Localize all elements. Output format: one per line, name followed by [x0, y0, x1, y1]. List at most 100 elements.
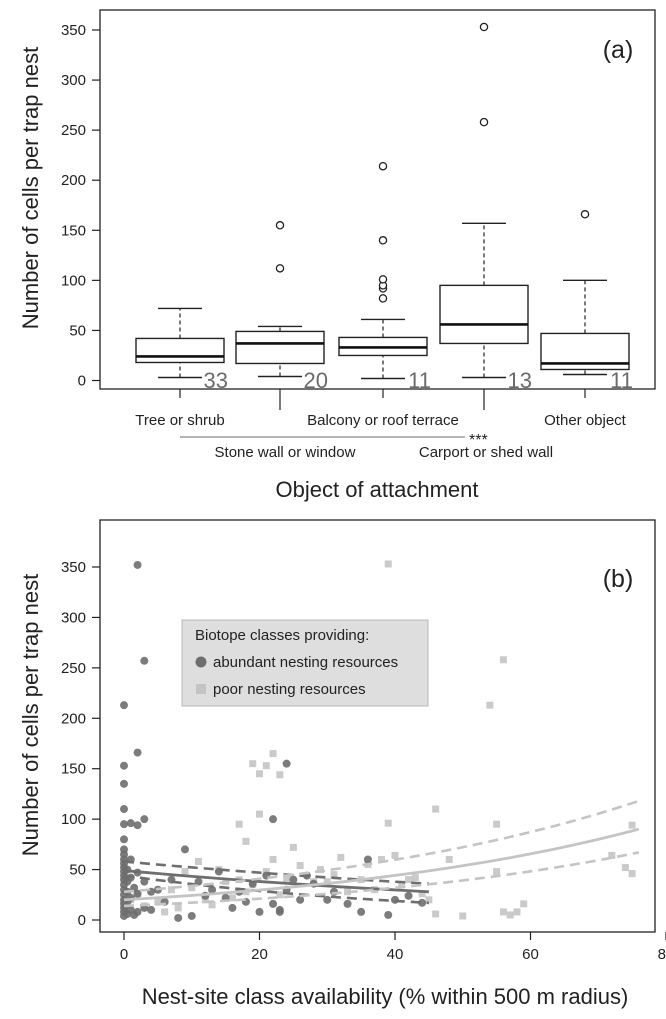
- plot-b-frame: [99, 519, 656, 933]
- box-1: [235, 221, 325, 378]
- point-poor-43: [384, 819, 392, 827]
- point-abundant-73: [323, 895, 332, 904]
- point-poor-62: [520, 900, 528, 908]
- legend-label-abundant: abundant nesting resources: [213, 654, 398, 671]
- point-poor-11: [201, 896, 209, 904]
- point-poor-15: [228, 894, 236, 902]
- point-poor-26: [269, 750, 277, 758]
- fit-lines-b: [123, 799, 640, 908]
- point-abundant-38: [133, 748, 142, 757]
- point-abundant-35: [133, 889, 142, 898]
- point-abundant-54: [208, 885, 217, 894]
- outlier-2-3: [378, 275, 388, 284]
- x-axis-a: Tree or shrub Balcony or roof terrace Othe…: [135, 389, 627, 461]
- point-poor-58: [499, 908, 507, 916]
- panel-label-b: (b): [603, 565, 634, 593]
- y-tick-label-b-2: 100: [61, 811, 86, 828]
- point-poor-9: [188, 884, 196, 892]
- y-axis-b: 0 50 100 150 200 250 300 350: [61, 559, 100, 929]
- count-labels-a: 33 20 11 13 11: [204, 368, 633, 393]
- fit-upper-0: [123, 860, 429, 885]
- point-poor-36: [330, 871, 338, 879]
- panel-label-a: (a): [603, 36, 634, 64]
- point-abundant-78: [384, 910, 393, 919]
- y-axis-label-a: Number of cells per trap nest: [18, 47, 43, 329]
- count-label-0: 33: [204, 368, 228, 393]
- y-tick-label-a-6: 300: [61, 72, 86, 89]
- point-poor-12: [208, 901, 216, 909]
- point-poor-7: [174, 904, 182, 912]
- point-poor-46: [398, 881, 406, 889]
- x-tick-label-b-1: 20: [251, 946, 268, 963]
- y-tick-label-a-7: 350: [61, 22, 86, 39]
- point-poor-45: [391, 851, 399, 859]
- point-poor-44: [384, 560, 392, 568]
- point-poor-23: [256, 810, 263, 818]
- box-iqr-1: [235, 330, 325, 365]
- fit-lower-1: [123, 851, 640, 908]
- y-tick-label-b-3: 150: [61, 761, 86, 778]
- point-abundant-34: [133, 907, 142, 916]
- point-abundant-70: [296, 895, 305, 904]
- y-tick-label-a-0: 0: [78, 373, 86, 390]
- outlier-3-1: [479, 22, 489, 32]
- point-abundant-31: [126, 819, 135, 828]
- point-abundant-43: [140, 656, 149, 665]
- point-poor-20: [249, 760, 257, 768]
- point-poor-59: [499, 656, 507, 664]
- chart-a: 0 50 100 150 200 250 300 350 33 20 11 13 11 Tree or…: [18, 9, 656, 502]
- legend-box: [181, 619, 429, 707]
- point-poor-28: [276, 771, 284, 779]
- point-poor-24: [262, 762, 270, 770]
- point-poor-55: [486, 701, 494, 709]
- legend-marker-abundant: [195, 656, 207, 668]
- point-abundant-69: [289, 875, 298, 884]
- fit-line-1: [123, 827, 640, 902]
- x-tick-label-b-0: 0: [120, 946, 128, 963]
- outlier-2-0: [378, 294, 388, 303]
- point-abundant-64: [269, 815, 278, 824]
- y-tick-label-a-5: 250: [61, 122, 86, 139]
- outlier-2-5: [378, 161, 388, 171]
- point-poor-27: [269, 855, 277, 863]
- y-tick-label-a-2: 100: [61, 272, 86, 289]
- point-abundant-16: [120, 835, 128, 844]
- significance-marker: ***: [469, 432, 488, 449]
- y-tick-label-a-4: 200: [61, 172, 86, 189]
- point-abundant-20: [120, 761, 128, 770]
- x-tick-label-upper-2: Other object: [544, 412, 627, 429]
- count-label-2: 11: [408, 368, 431, 393]
- y-tick-label-b-5: 250: [61, 660, 86, 677]
- point-abundant-81: [418, 898, 427, 907]
- y-tick-label-a-1: 50: [69, 322, 86, 339]
- box-4: [540, 210, 630, 376]
- x-tick-label-b-2: 40: [387, 946, 404, 963]
- fit-upper-1: [123, 799, 640, 894]
- fit-line-0: [123, 869, 429, 894]
- point-abundant-76: [357, 907, 366, 916]
- outlier-1-1: [275, 221, 285, 230]
- point-abundant-21: [120, 701, 128, 710]
- plot-a-frame: [99, 9, 656, 390]
- legend-label-poor: poor nesting resources: [213, 681, 366, 698]
- point-poor-17: [235, 820, 243, 828]
- y-tick-label-b-1: 50: [69, 862, 86, 879]
- fit-lower-0: [123, 874, 429, 905]
- count-label-1: 20: [304, 368, 328, 393]
- point-abundant-44: [147, 905, 156, 914]
- count-label-4: 11: [610, 368, 633, 393]
- x-tick-label-upper-0: Tree or shrub: [135, 412, 224, 429]
- count-label-3: 13: [508, 368, 532, 393]
- box-iqr-3: [439, 284, 529, 345]
- point-abundant-33: [130, 883, 139, 892]
- chart-b: 0 50 100 150 200 250 300 350 0 20 40 60 80 Biotope …: [18, 519, 666, 1009]
- point-abundant-63: [269, 899, 278, 908]
- point-abundant-51: [187, 911, 196, 920]
- point-abundant-37: [133, 821, 142, 830]
- x-tick-label-b-3: 60: [522, 946, 539, 963]
- box-series-a: [135, 22, 630, 380]
- box-iqr-0: [135, 337, 225, 364]
- point-poor-53: [445, 855, 453, 863]
- point-poor-61: [513, 908, 521, 916]
- point-poor-65: [628, 821, 636, 829]
